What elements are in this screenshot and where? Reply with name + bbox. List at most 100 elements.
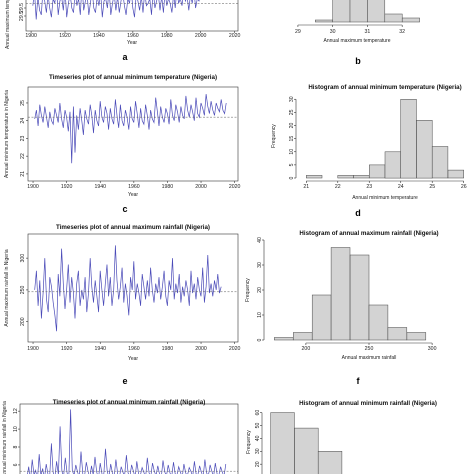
x-tick-label: 21 [303, 184, 309, 190]
histogram-bar [332, 0, 351, 23]
histogram-bar [274, 337, 294, 341]
x-tick-label: 1900 [27, 184, 39, 190]
x-tick-label: 22 [335, 184, 341, 190]
histogram-bar [317, 451, 343, 474]
x-tick-label: 1940 [93, 33, 105, 39]
x-tick-label: 2000 [195, 33, 207, 39]
histogram-bar [270, 412, 295, 474]
x-tick-label: 2020 [229, 33, 241, 39]
y-tick-label: 23 [20, 135, 26, 141]
y-tick-label: 20 [257, 287, 263, 293]
histogram-bar [330, 247, 351, 341]
x-tick-label: 1900 [25, 33, 37, 39]
y-tick-label: 5 [289, 163, 295, 166]
y-tick-label: 25 [289, 109, 295, 115]
chart-title: Timeseries plot of annual maximum rainfa… [56, 224, 210, 231]
histogram-bar [416, 120, 433, 179]
chart-f: 200 250 300 0 10 20 30 40 Histogram of annual ma… [245, 230, 439, 361]
histogram-bar [294, 427, 319, 474]
histogram-bar [447, 169, 464, 179]
x-tick-label: 2020 [229, 184, 241, 190]
y-tick-label: 29.5 [19, 11, 25, 21]
x-tick-label: 1900 [27, 346, 39, 352]
x-tick-label: 29 [295, 29, 301, 35]
y-tick-label: 250 [20, 285, 26, 294]
y-tick-label: 20 [289, 123, 295, 129]
y-tick-label: 12 [13, 408, 19, 414]
histogram-bar [431, 146, 449, 179]
histogram-bar [337, 175, 354, 179]
x-tick-label: 1980 [161, 33, 173, 39]
y-tick-label: 15 [289, 136, 295, 142]
plot-frame [27, 233, 239, 343]
x-axis-label: Annual maximum temperature [324, 38, 391, 44]
y-axis-label: Annual maximum rainfall in Nigeria [4, 249, 10, 326]
y-tick-label: 0 [289, 176, 295, 179]
x-tick-label: 24 [398, 184, 404, 190]
x-axis-label: Year [128, 356, 138, 362]
y-tick-label: 29.5 [19, 3, 25, 13]
x-tick-label: 1940 [94, 184, 106, 190]
y-axis-label: Annual minimum rainfall in Nigeria [2, 401, 8, 474]
histogram-bar [369, 164, 386, 179]
x-axis-label: Annual minimum temperature [352, 195, 418, 201]
y-axis-label: Frequency [271, 124, 277, 148]
x-tick-label: 31 [365, 29, 371, 35]
chart-title: Timeseries plot of annual minimum rainfa… [53, 399, 206, 406]
chart-d: 21 22 23 24 25 26 0 5 10 15 20 25 30 Histogram of ann… [271, 84, 467, 201]
y-tick-label: 10 [257, 312, 263, 318]
x-tick-label: 1940 [94, 346, 106, 352]
x-tick-label: 25 [429, 184, 435, 190]
y-tick-label: 40 [257, 237, 263, 243]
chart-title: Histogram of annual maximum rainfall (Ni… [299, 230, 438, 237]
plot-frame [27, 86, 239, 182]
chart-b: 29 30 31 32 Annual maximum temperature [295, 0, 420, 44]
histogram-bar [311, 294, 332, 341]
chart-a: 1900 1920 1940 1960 1980 2000 2020 29.529.5 Year… [5, 0, 240, 49]
x-tick-label: 30 [330, 29, 336, 35]
chart-e: 1900 1920 1940 1960 1980 2000 2020 200 250 300 Tim… [4, 224, 241, 362]
y-axis-label: Annual maximum temperature [5, 0, 11, 49]
x-tick-label: 300 [428, 346, 437, 352]
chart-title: Histogram of annual minimum temperature … [308, 84, 461, 91]
series-line [27, 409, 227, 474]
chart-title: Timeseries plot of annual minimum temper… [49, 74, 217, 81]
series-line [34, 245, 222, 332]
y-axis-label: Annual minimum temperature in Nigeria [4, 90, 10, 178]
x-tick-label: 2000 [195, 346, 207, 352]
x-tick-label: 1960 [128, 184, 140, 190]
x-tick-label: 1920 [59, 33, 71, 39]
y-tick-label: 60 [255, 410, 261, 416]
chart-h: 0102030405060Histogram of annual minimum… [246, 400, 437, 474]
histogram-bar [349, 0, 368, 23]
histogram-bar [387, 327, 408, 341]
histogram-bar [367, 0, 386, 23]
y-tick-label: 50 [255, 422, 261, 428]
histogram-bar [384, 13, 403, 23]
panel-labels: a b c d e f [122, 52, 361, 386]
chart-g: 4681012Timeseries plot of annual minimum… [2, 399, 239, 474]
x-tick-label: 1960 [128, 346, 140, 352]
x-axis-label: Year [127, 40, 137, 46]
y-tick-label: 30 [257, 262, 263, 268]
x-tick-label: 2020 [229, 346, 241, 352]
y-tick-label: 20 [255, 461, 261, 467]
panel-label-b: b [355, 56, 361, 66]
x-tick-label: 250 [365, 346, 374, 352]
chart-title: Histogram of annual minimum rainfall (Ni… [299, 400, 437, 407]
panel-label-a: a [122, 52, 128, 62]
histogram-bar [353, 175, 370, 179]
histogram-bar [400, 99, 417, 179]
histogram-bar [401, 17, 420, 23]
y-tick-label: 30 [255, 448, 261, 454]
y-tick-label: 300 [20, 254, 26, 263]
x-axis-label: Year [128, 192, 138, 198]
histogram-bar [293, 332, 313, 341]
series-line [34, 94, 227, 164]
y-tick-label: 6 [13, 463, 19, 466]
x-tick-label: 200 [302, 346, 311, 352]
y-tick-label: 21 [20, 171, 26, 177]
histogram-bar [368, 304, 389, 341]
